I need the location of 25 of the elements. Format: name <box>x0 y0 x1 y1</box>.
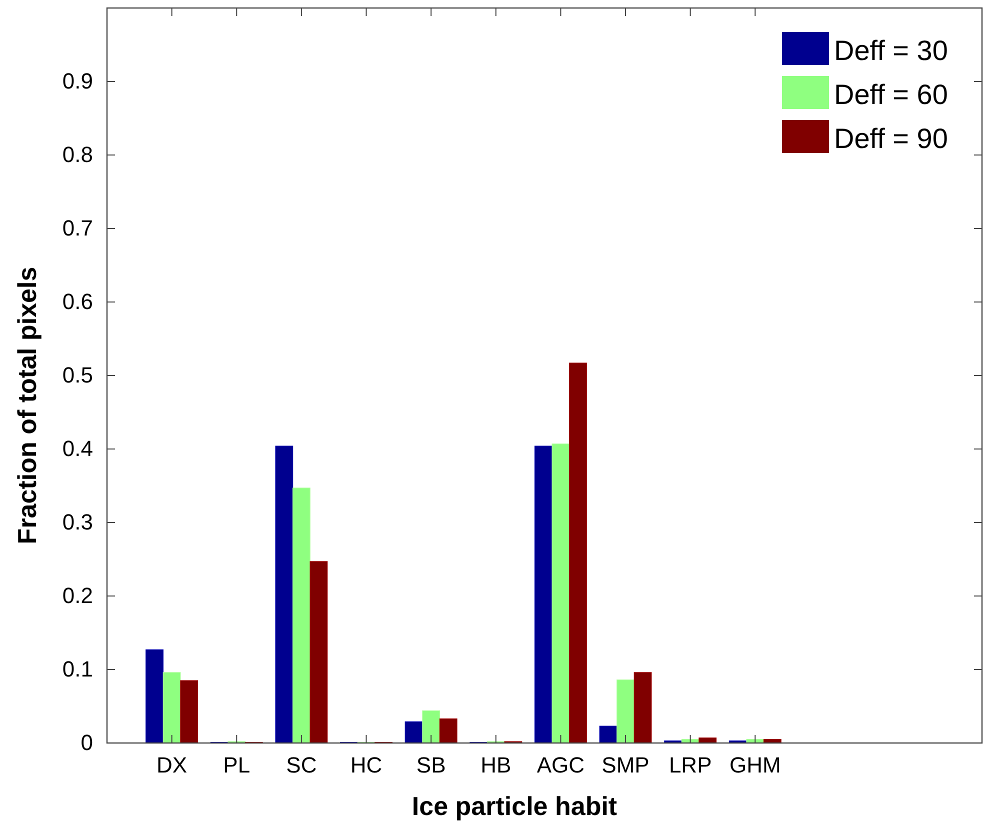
legend-label: Deff = 60 <box>834 79 948 110</box>
y-tick-label: 0.2 <box>62 583 93 608</box>
y-tick-label: 0 <box>80 730 93 756</box>
y-tick-label: 0.6 <box>62 289 93 314</box>
y-tick-label: 0.8 <box>62 142 93 168</box>
y-tick-label: 0.4 <box>62 436 93 462</box>
x-axis-title: Ice particle habit <box>412 791 618 821</box>
y-axis-title: Fraction of total pixels <box>12 266 42 544</box>
x-tick-label: HC <box>350 752 382 778</box>
x-tick-label: DX <box>156 752 188 778</box>
x-tick-label: SC <box>286 752 317 778</box>
x-tick-label: GHM <box>729 752 781 778</box>
x-tick-label: PL <box>223 752 250 778</box>
legend-label: Deff = 30 <box>834 35 948 66</box>
x-tick-label: AGC <box>536 752 585 778</box>
y-tick-label: 0.1 <box>62 656 93 682</box>
x-tick-label: SB <box>416 752 446 778</box>
x-tick-label: SMP <box>602 752 650 778</box>
y-tick-label: 0.5 <box>62 362 93 388</box>
y-tick-label: 0.9 <box>62 68 93 94</box>
legend-label: Deff = 90 <box>834 123 948 154</box>
x-tick-label: HB <box>480 752 512 778</box>
y-tick-label: 0.3 <box>62 510 93 535</box>
x-tick-label: LRP <box>668 752 712 778</box>
y-tick-label: 0.7 <box>62 216 93 241</box>
